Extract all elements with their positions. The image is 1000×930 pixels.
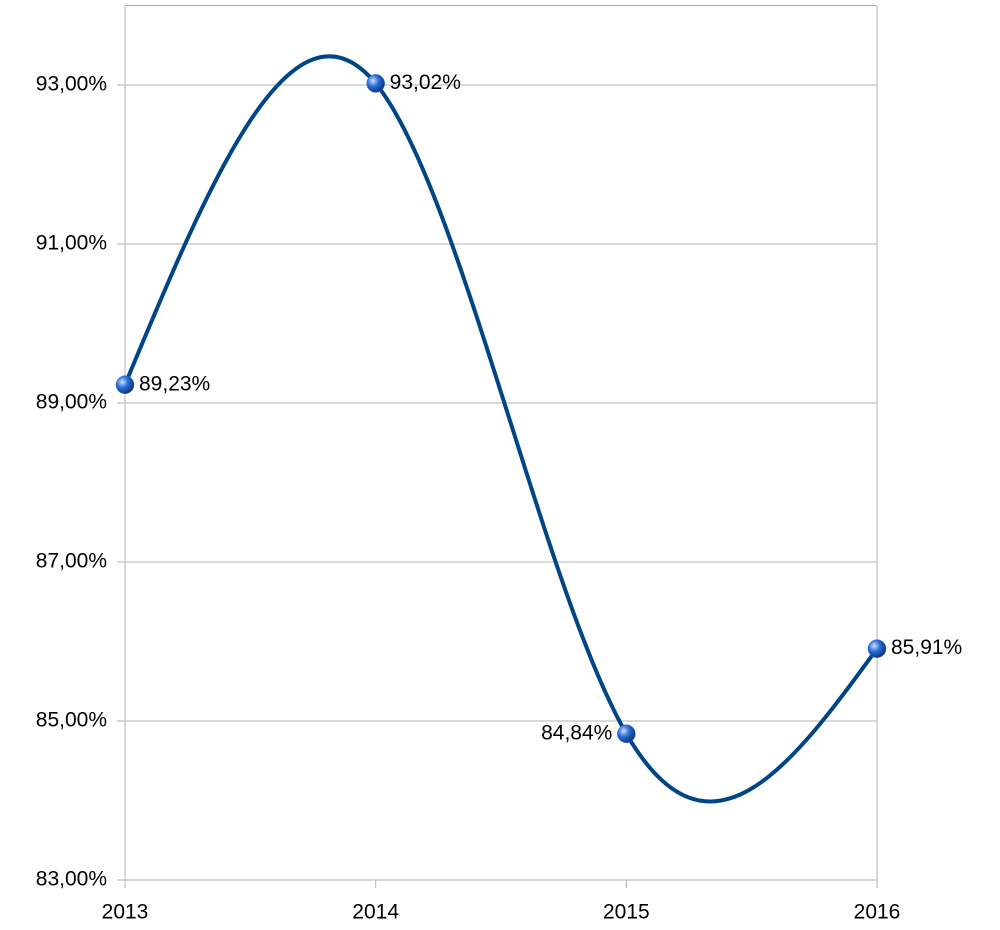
x-tick-label: 2014 bbox=[352, 901, 399, 924]
x-tick-label: 2013 bbox=[102, 901, 149, 924]
data-label: 93,02% bbox=[390, 71, 461, 94]
marker bbox=[867, 639, 887, 658]
x-tick-label: 2016 bbox=[854, 901, 901, 924]
data-label: 89,23% bbox=[139, 372, 210, 395]
y-tick-label: 83,00% bbox=[36, 868, 107, 891]
marker bbox=[115, 375, 135, 394]
y-tick-label: 91,00% bbox=[36, 232, 107, 255]
marker bbox=[617, 724, 636, 743]
y-tick-label: 89,00% bbox=[36, 391, 107, 414]
data-label: 85,91% bbox=[891, 636, 962, 659]
x-tick-label: 2015 bbox=[603, 901, 650, 924]
marker bbox=[366, 74, 385, 93]
series-line bbox=[123, 54, 879, 804]
y-tick-label: 93,00% bbox=[36, 73, 107, 96]
y-tick-label: 87,00% bbox=[36, 550, 107, 573]
y-tick-label: 85,00% bbox=[36, 709, 107, 732]
data-label: 84,84% bbox=[541, 721, 612, 744]
